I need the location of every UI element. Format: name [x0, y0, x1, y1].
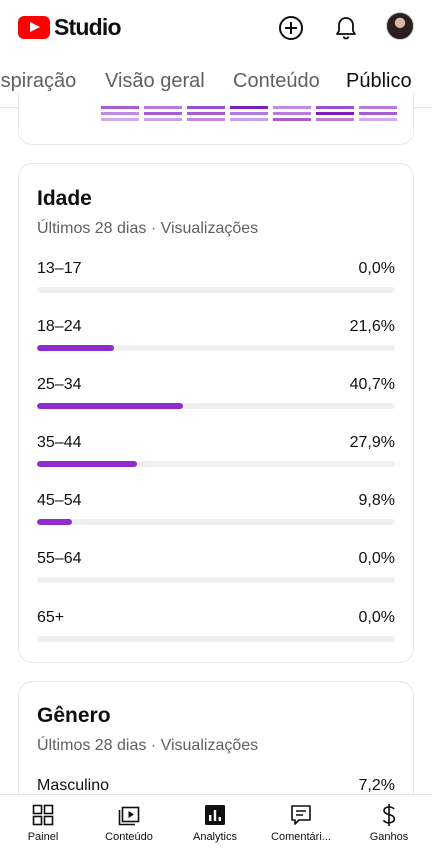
nav-label: Painel — [27, 831, 59, 843]
nav-label: Comentári... — [271, 831, 331, 843]
tab-bar: Inspiração Visão geral Conteúdo Público — [0, 56, 432, 108]
age-value: 0,0% — [358, 609, 395, 626]
age-label: 25–34 — [37, 376, 82, 393]
avatar[interactable] — [386, 12, 414, 40]
bottom-navigation: Painel Conteúdo Analytics — [0, 794, 432, 850]
age-label: 18–24 — [37, 318, 82, 335]
age-card: Idade Últimos 28 dias · Visualizações 13… — [18, 163, 414, 663]
tab-inspiracao[interactable]: Inspiração — [0, 70, 77, 92]
tab-publico[interactable]: Público — [346, 70, 412, 92]
age-value: 40,7% — [349, 376, 395, 393]
age-bar-track — [37, 461, 395, 467]
nav-conteudo[interactable]: Conteúdo — [86, 803, 172, 843]
age-label: 35–44 — [37, 434, 82, 451]
nav-painel[interactable]: Painel — [0, 803, 86, 843]
heatmap-column — [144, 106, 182, 124]
age-bar-track — [37, 287, 395, 293]
age-value: 0,0% — [358, 260, 395, 277]
age-label: 45–54 — [37, 492, 82, 509]
heatmap-column — [230, 106, 268, 124]
age-bar-fill — [37, 461, 137, 467]
analytics-icon — [205, 805, 225, 825]
heatmap-column — [273, 106, 311, 124]
heatmap-card — [18, 92, 414, 145]
create-icon — [279, 16, 303, 40]
app-header: Studio — [0, 0, 432, 56]
youtube-studio-logo[interactable]: Studio — [18, 14, 122, 41]
age-label: 13–17 — [37, 260, 82, 277]
age-bar-fill — [37, 345, 115, 351]
content-icon — [118, 806, 140, 826]
nav-comentarios[interactable]: Comentári... — [258, 803, 344, 843]
age-label: 65+ — [37, 609, 65, 626]
app-name: Studio — [54, 14, 122, 40]
card-title: Gênero — [37, 704, 111, 727]
nav-analytics[interactable]: Analytics — [172, 803, 258, 843]
heatmap-column — [187, 106, 225, 124]
dashboard-icon — [32, 804, 54, 826]
heatmap-column — [316, 106, 354, 124]
card-subtitle: Últimos 28 dias · Visualizações — [37, 220, 259, 237]
age-bar-fill — [37, 403, 183, 409]
age-value: 21,6% — [349, 318, 395, 335]
age-bar-track — [37, 519, 395, 525]
nav-ganhos[interactable]: Ganhos — [346, 803, 432, 843]
age-bar-track — [37, 403, 395, 409]
tab-visao-geral[interactable]: Visão geral — [105, 70, 205, 92]
age-bar-track — [37, 345, 395, 351]
age-bar-track — [37, 636, 395, 642]
nav-label: Ganhos — [369, 831, 409, 843]
nav-label: Conteúdo — [105, 831, 153, 843]
heatmap-column — [359, 106, 397, 124]
tab-conteudo[interactable]: Conteúdo — [233, 70, 320, 92]
bell-icon — [336, 17, 356, 40]
age-value: 27,9% — [349, 434, 395, 451]
gender-value: 7,2% — [358, 777, 395, 794]
gender-label: Masculino — [37, 777, 110, 794]
create-button[interactable] — [275, 12, 307, 44]
age-value: 9,8% — [358, 492, 395, 509]
comments-icon — [291, 805, 311, 825]
nav-label: Analytics — [192, 831, 238, 843]
age-bar-fill — [37, 519, 73, 525]
youtube-logo-icon — [18, 16, 50, 39]
card-title: Idade — [37, 187, 92, 210]
earn-icon — [382, 804, 396, 826]
heatmap-column — [101, 106, 139, 124]
age-bar-track — [37, 577, 395, 583]
age-label: 55–64 — [37, 550, 82, 567]
age-value: 0,0% — [358, 550, 395, 567]
notifications-button[interactable] — [330, 12, 362, 44]
card-subtitle: Últimos 28 dias · Visualizações — [37, 737, 259, 754]
